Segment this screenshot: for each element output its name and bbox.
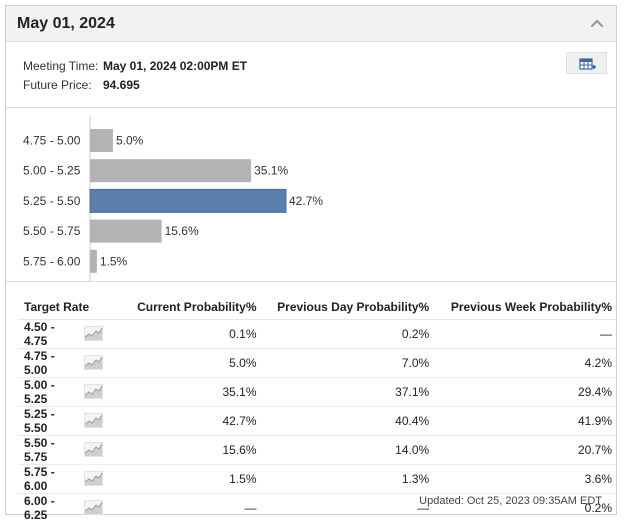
panel-header[interactable]: May 01, 2024 <box>6 6 616 42</box>
chevron-up-icon[interactable] <box>590 18 604 28</box>
previous-day-probability-cell: — <box>260 493 434 521</box>
panel-title: May 01, 2024 <box>17 15 115 32</box>
probability-bar[interactable] <box>90 129 113 152</box>
current-probability-cell: 0.1% <box>124 319 261 349</box>
table-row: 6.00 - 6.25— —0.2% <box>18 493 616 521</box>
category-label: 4.75 - 5.00 <box>23 134 81 148</box>
current-probability-cell: 15.6% <box>124 435 261 465</box>
sparkline-cell[interactable] <box>84 348 124 378</box>
previous-day-probability-cell: 7.0% <box>260 348 434 378</box>
probability-bar[interactable] <box>90 219 162 243</box>
bar-value-label: 1.5% <box>100 254 128 268</box>
table-row: 5.25 - 5.50 42.7% 40.4% 41.9% <box>18 406 616 436</box>
bar-value-label: 42.7% <box>289 194 323 208</box>
sparkline-chart-icon[interactable] <box>84 413 103 428</box>
sparkline-chart-icon[interactable] <box>84 355 103 370</box>
table-row: 4.50 - 4.75 0.1% 0.2% — <box>18 319 616 349</box>
divider <box>6 107 616 108</box>
target-rate-cell: 5.50 - 5.75 <box>18 435 84 465</box>
table-row: 4.75 - 5.00 5.0% 7.0% 4.2% <box>18 348 616 378</box>
export-table-button[interactable] <box>566 52 607 74</box>
sparkline-cell[interactable] <box>84 435 124 465</box>
previous-day-probability-cell: 40.4% <box>260 406 434 436</box>
meeting-time-label: Meeting Time: <box>23 59 99 73</box>
sparkline-chart-icon[interactable] <box>84 384 103 399</box>
previous-day-probability-cell: 37.1% <box>260 377 434 407</box>
probability-bar[interactable] <box>90 159 252 183</box>
meeting-panel: May 01, 2024 Meeting Time: May 01, 2024 0… <box>5 5 617 521</box>
previous-week-probability-cell: 3.6% <box>433 464 616 494</box>
sparkline-chart-icon[interactable] <box>84 326 103 341</box>
header-current-probability: Current Probability% <box>124 295 261 320</box>
probability-bar-chart: 4.75 - 5.00 5.0% 5.00 - 5.25 35.1% 5.25 - 5.… <box>23 116 323 281</box>
meeting-time-value: May 01, 2024 02:00PM ET <box>103 59 248 73</box>
previous-day-probability-cell: 14.0% <box>260 435 434 465</box>
header-previous-week-probability: Previous Week Probability% <box>433 295 616 320</box>
target-rate-cell: 6.00 - 6.25 <box>18 493 84 521</box>
meeting-time-row: Meeting Time: May 01, 2024 02:00PM ET <box>23 59 247 73</box>
previous-week-probability-cell: 20.7% <box>433 435 616 465</box>
future-price-row: Future Price: 94.695 <box>23 78 140 92</box>
target-rate-cell: 4.50 - 4.75 <box>18 319 84 349</box>
table-row: 5.75 - 6.00 1.5% 1.3% 3.6% <box>18 464 616 494</box>
current-probability-cell: — <box>124 493 261 521</box>
previous-day-probability-cell: 0.2% <box>260 319 434 349</box>
target-rate-cell: 5.75 - 6.00 <box>18 464 84 494</box>
previous-week-probability-cell: 0.2% <box>433 493 616 521</box>
table-header-row: Target Rate Current Probability% Previou… <box>18 295 616 320</box>
sparkline-cell[interactable] <box>84 464 124 494</box>
previous-week-probability-cell: 4.2% <box>433 348 616 378</box>
previous-week-probability-cell: — <box>433 319 616 349</box>
previous-week-probability-cell: 41.9% <box>433 406 616 436</box>
current-probability-cell: 42.7% <box>124 406 261 436</box>
category-label: 5.00 - 5.25 <box>23 164 81 178</box>
sparkline-chart-icon[interactable] <box>84 442 103 457</box>
updated-timestamp: Updated: Oct 25, 2023 09:35AM EDT <box>419 495 602 507</box>
sparkline-chart-icon[interactable] <box>84 500 103 515</box>
table-export-icon <box>579 58 596 70</box>
current-probability-cell: 5.0% <box>124 348 261 378</box>
probability-chart: 4.75 - 5.00 5.0% 5.00 - 5.25 35.1% 5.25 - 5.… <box>6 108 616 281</box>
probability-bar[interactable] <box>90 249 97 273</box>
sparkline-chart-icon[interactable] <box>84 471 103 486</box>
bar-value-label: 35.1% <box>254 164 288 178</box>
sparkline-cell[interactable] <box>84 493 124 521</box>
category-label: 5.50 - 5.75 <box>23 224 81 238</box>
current-probability-cell: 1.5% <box>124 464 261 494</box>
bar-value-label: 5.0% <box>116 134 144 148</box>
sparkline-cell[interactable] <box>84 406 124 436</box>
sparkline-cell[interactable] <box>84 319 124 349</box>
target-rate-cell: 4.75 - 5.00 <box>18 348 84 378</box>
header-previous-day-probability: Previous Day Probability% <box>260 295 434 320</box>
target-rate-cell: 5.25 - 5.50 <box>18 406 84 436</box>
probability-table: Target Rate Current Probability% Previou… <box>18 295 616 521</box>
future-price-label: Future Price: <box>23 78 92 92</box>
table-row: 5.00 - 5.25 35.1% 37.1% 29.4% <box>18 377 616 407</box>
future-price-value: 94.695 <box>103 78 140 92</box>
header-target-rate: Target Rate <box>18 295 124 320</box>
bar-value-label: 15.6% <box>165 224 199 238</box>
target-rate-cell: 5.00 - 5.25 <box>18 377 84 407</box>
divider <box>6 281 616 282</box>
previous-week-probability-cell: 29.4% <box>433 377 616 407</box>
category-label: 5.75 - 6.00 <box>23 254 81 268</box>
table-row: 5.50 - 5.75 15.6% 14.0% 20.7% <box>18 435 616 465</box>
category-label: 5.25 - 5.50 <box>23 194 81 208</box>
previous-day-probability-cell: 1.3% <box>260 464 434 494</box>
current-probability-cell: 35.1% <box>124 377 261 407</box>
probability-bar[interactable] <box>89 188 287 213</box>
sparkline-cell[interactable] <box>84 377 124 407</box>
